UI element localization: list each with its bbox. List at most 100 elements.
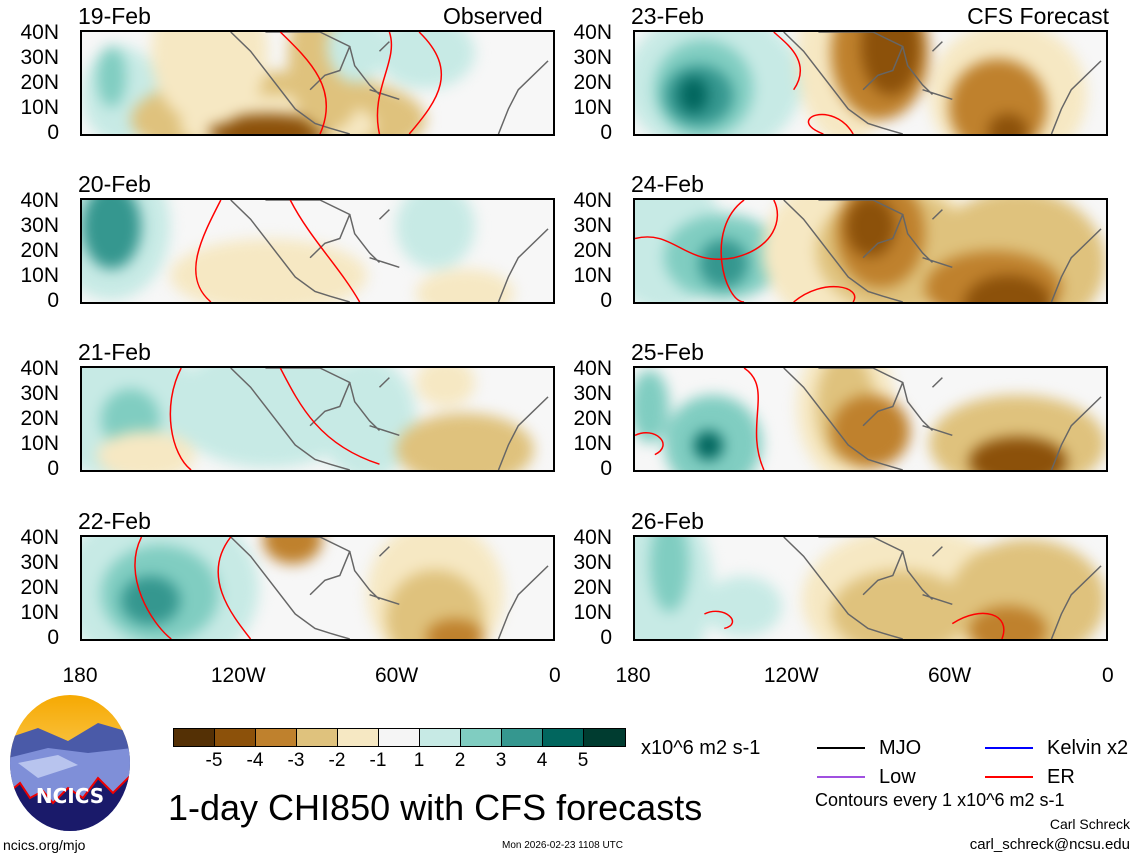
- site-link: ncics.org/mjo: [3, 837, 86, 853]
- colorbar-swatch: [584, 729, 625, 746]
- colorbar: [173, 728, 626, 747]
- colorbar-swatch: [174, 729, 215, 746]
- er-contour: [704, 610, 1005, 639]
- map-panel: [80, 535, 555, 641]
- anomaly-region: [649, 537, 689, 613]
- map-overlay: [134, 537, 549, 639]
- figure-title: 1-day CHI850 with CFS forecasts: [168, 787, 703, 828]
- x-axis-label: 180: [615, 664, 651, 687]
- anomaly-region: [968, 606, 1048, 639]
- anomaly-region: [425, 618, 485, 639]
- colorbar-label: -5: [205, 750, 223, 771]
- y-axis-label: 30N: [573, 46, 612, 69]
- colorbar-label: 1: [413, 750, 425, 771]
- anomaly-region: [82, 200, 141, 270]
- observed-label: Observed: [443, 3, 543, 29]
- legend-line-mjo: [817, 747, 865, 749]
- y-axis-label: 10N: [20, 96, 59, 119]
- legend-line-kelvin: [985, 747, 1033, 749]
- er-contour: [169, 368, 380, 470]
- legend-line-er: [985, 776, 1033, 778]
- colorbar-swatch: [420, 729, 461, 746]
- y-axis-label: 30N: [20, 551, 59, 574]
- y-axis-label: 20N: [573, 71, 612, 94]
- y-axis-label: 20N: [20, 407, 59, 430]
- anomaly-region: [698, 238, 748, 288]
- panel-date-label: 21-Feb: [78, 339, 151, 365]
- y-axis-label: 10N: [573, 432, 612, 455]
- chi850-field: [635, 537, 1106, 639]
- map-overlay: [230, 32, 549, 134]
- x-axis-label: 0: [549, 664, 561, 687]
- colorbar-label: 5: [577, 750, 589, 771]
- coastline: [230, 537, 549, 639]
- anomaly-region: [845, 200, 896, 258]
- legend-line-low: [817, 776, 865, 778]
- coastline: [783, 32, 1102, 134]
- colorbar-swatch: [461, 729, 502, 746]
- anomaly-region: [209, 113, 328, 134]
- coastline: [783, 537, 1102, 639]
- y-axis-label: 40N: [573, 357, 612, 380]
- y-axis-label: 0: [600, 289, 612, 312]
- colorbar-label: -2: [328, 750, 346, 771]
- coastline: [230, 200, 549, 302]
- panel-date-label: 22-Feb: [78, 508, 151, 534]
- y-axis-label: 30N: [20, 382, 59, 405]
- y-axis-label: 20N: [20, 71, 59, 94]
- anomaly-region: [96, 46, 126, 108]
- map-overlay: [635, 368, 1102, 470]
- coastline: [230, 368, 549, 470]
- anomaly-region: [831, 394, 910, 468]
- svg-text:NCICS: NCICS: [36, 784, 104, 808]
- colorbar-label: -3: [287, 750, 305, 771]
- y-axis-label: 10N: [20, 264, 59, 287]
- anomaly-region: [693, 431, 724, 461]
- y-axis-label: 20N: [573, 239, 612, 262]
- colorbar-swatch: [502, 729, 543, 746]
- er-contour: [773, 32, 854, 134]
- map-panel: [633, 198, 1108, 304]
- colorbar-label: 4: [536, 750, 548, 771]
- colorbar-swatch: [338, 729, 379, 746]
- chi850-field: [82, 537, 553, 639]
- er-contour: [195, 200, 361, 302]
- colorbar-swatch: [215, 729, 256, 746]
- y-axis-label: 30N: [573, 382, 612, 405]
- y-axis-label: 10N: [573, 264, 612, 287]
- contour-note: Contours every 1 x10^6 m2 s-1: [815, 790, 1065, 810]
- y-axis-label: 30N: [573, 551, 612, 574]
- anomaly-region: [968, 437, 1067, 470]
- panel-date-label: 23-Feb: [631, 3, 704, 29]
- y-axis-label: 0: [47, 121, 59, 144]
- panel-date-label: 20-Feb: [78, 171, 151, 197]
- x-axis-label: 120W: [210, 664, 266, 687]
- anomaly-region: [376, 32, 475, 90]
- y-axis-label: 0: [600, 457, 612, 480]
- y-axis-label: 40N: [573, 21, 612, 44]
- colorbar-label: -4: [246, 750, 264, 771]
- timestamp: Mon 2026-02-23 1108 UTC: [502, 840, 623, 851]
- author: Carl Schreck: [1049, 816, 1130, 832]
- colorbar-label: 3: [495, 750, 507, 771]
- y-axis-label: 10N: [573, 96, 612, 119]
- coastline: [783, 368, 1102, 470]
- x-axis-label: 0: [1102, 664, 1114, 687]
- map-panel: [80, 198, 555, 304]
- anomaly-region: [635, 370, 670, 444]
- map-panel: [80, 366, 555, 472]
- y-axis-label: 30N: [20, 46, 59, 69]
- anomaly-region: [170, 238, 367, 302]
- coastline: [783, 200, 1102, 302]
- chi850-field: [635, 368, 1106, 470]
- map-overlay: [773, 32, 1102, 134]
- er-contour: [279, 32, 443, 134]
- y-axis-label: 40N: [20, 21, 59, 44]
- chi850-field: [82, 200, 553, 302]
- y-axis-label: 40N: [20, 526, 59, 549]
- coastline: [230, 32, 549, 134]
- y-axis-label: 40N: [573, 189, 612, 212]
- y-axis-label: 40N: [20, 357, 59, 380]
- forecast-label: CFS Forecast: [967, 3, 1109, 29]
